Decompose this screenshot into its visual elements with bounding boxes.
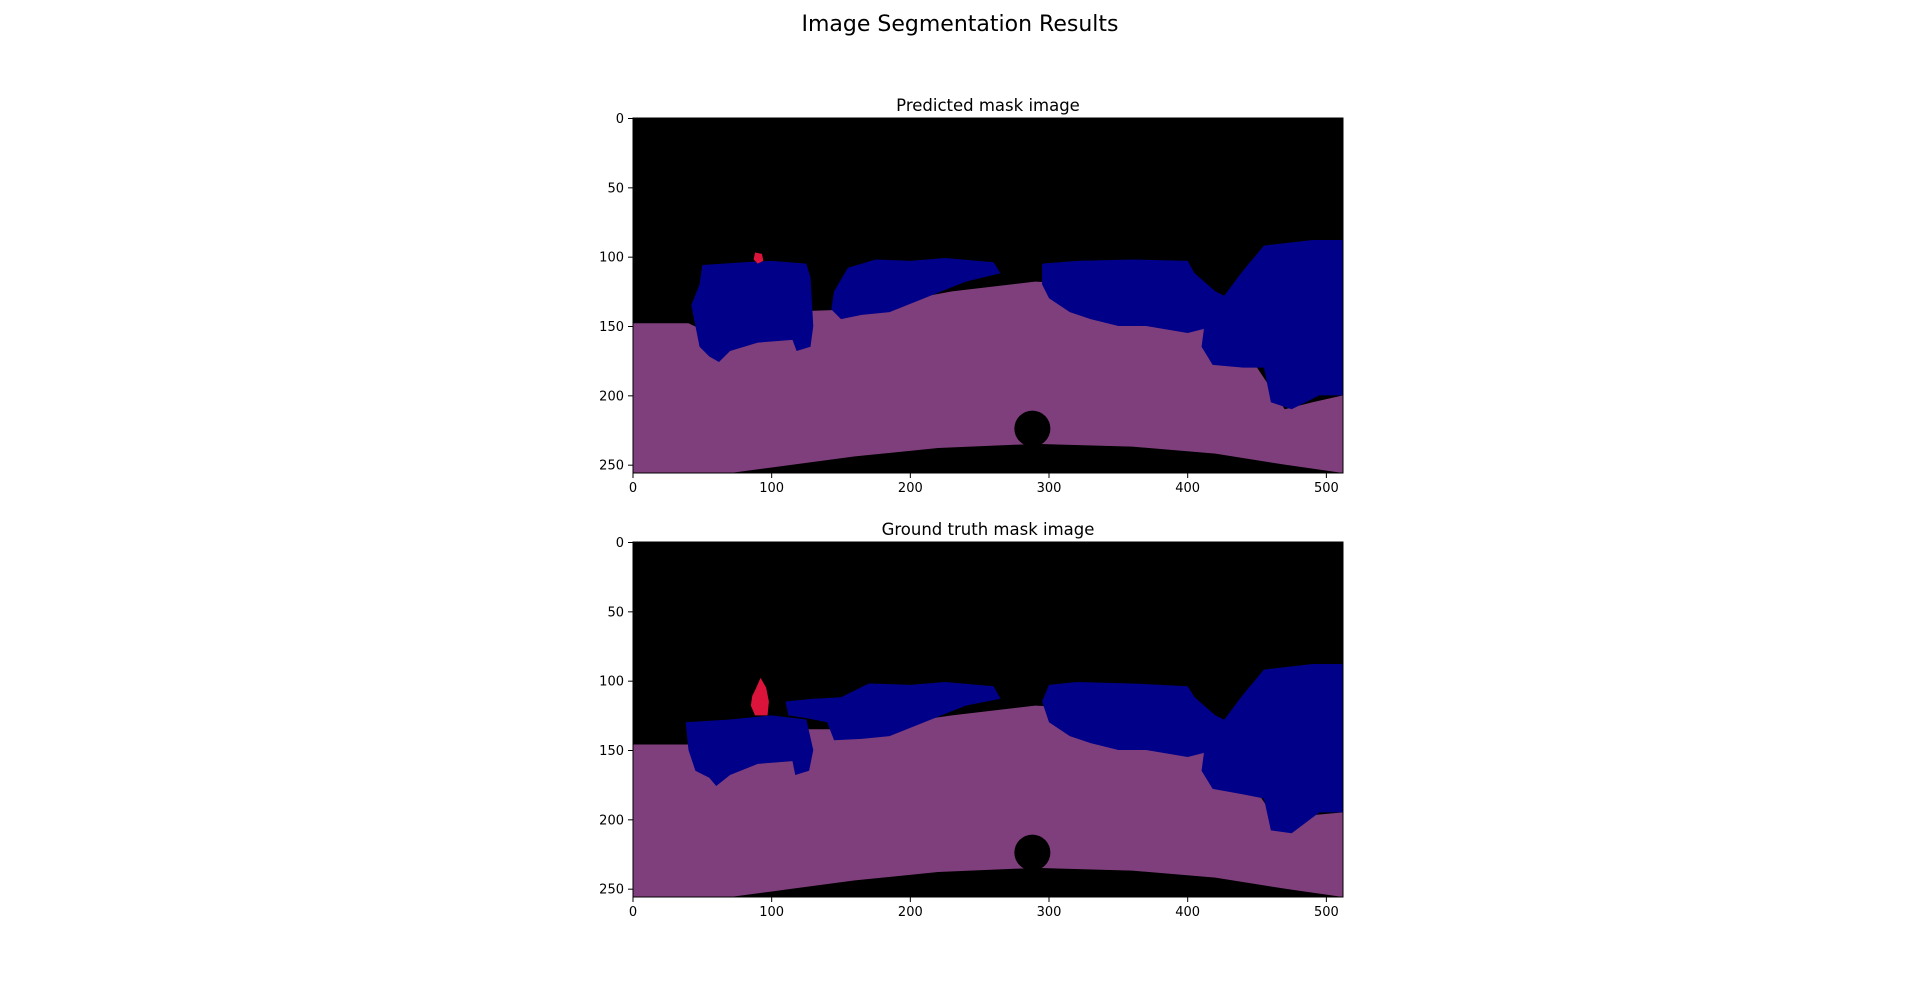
y-tick-label: 0	[616, 112, 624, 127]
x-tick-label: 500	[1314, 905, 1339, 920]
y-tick-label: 250	[599, 883, 624, 898]
y-tick-label: 200	[599, 813, 624, 828]
vehicle-region-right-large	[1201, 240, 1343, 410]
y-tick-label: 100	[599, 251, 624, 266]
hood-ornament-region	[1014, 410, 1051, 447]
x-tick-label: 0	[629, 905, 637, 920]
predicted-mask-image	[633, 118, 1343, 473]
x-tick-label: 200	[898, 905, 923, 920]
ground-truth-panel-title: Ground truth mask image	[881, 520, 1095, 539]
y-tick-label: 200	[599, 389, 624, 404]
person-region	[753, 252, 764, 264]
x-tick-label: 300	[1037, 905, 1062, 920]
x-tick-label: 100	[759, 481, 784, 496]
vehicle-region-middle	[785, 682, 1001, 741]
y-tick-label: 50	[607, 605, 624, 620]
panel2-frame	[632, 541, 1344, 898]
x-tick-label: 100	[759, 905, 784, 920]
x-tick-label: 400	[1175, 481, 1200, 496]
y-tick-label: 150	[599, 744, 624, 759]
predicted-panel-title: Predicted mask image	[896, 96, 1080, 115]
y-tick-label: 250	[599, 459, 624, 474]
panel1-frame	[632, 117, 1344, 474]
x-tick-label: 400	[1175, 905, 1200, 920]
hood-ornament-region	[1014, 834, 1051, 871]
y-tick-label: 0	[616, 536, 624, 551]
vehicle-region-right-mid	[1042, 259, 1230, 333]
vehicle-region-right-mid	[1042, 682, 1230, 757]
vehicle-region-left	[685, 715, 814, 787]
panel2-axes: 0 100 200 300 400 500 0 50 100 150 200 250	[599, 536, 1339, 920]
x-tick-label: 500	[1314, 481, 1339, 496]
panel1-axes: 0 100 200 300 400 500 0 50 100 150 200 250	[599, 112, 1339, 496]
person-region	[750, 677, 769, 716]
ground-truth-mask-image	[633, 542, 1343, 897]
x-tick-label: 200	[898, 481, 923, 496]
y-tick-label: 150	[599, 320, 624, 335]
y-tick-label: 100	[599, 675, 624, 690]
y-tick-label: 50	[607, 181, 624, 196]
x-tick-label: 0	[629, 481, 637, 496]
vehicle-region-right-large	[1201, 664, 1343, 834]
x-tick-label: 300	[1037, 481, 1062, 496]
vehicle-region-left	[691, 260, 814, 363]
figure-title: Image Segmentation Results	[801, 12, 1119, 37]
vehicle-region-middle	[831, 258, 1001, 320]
